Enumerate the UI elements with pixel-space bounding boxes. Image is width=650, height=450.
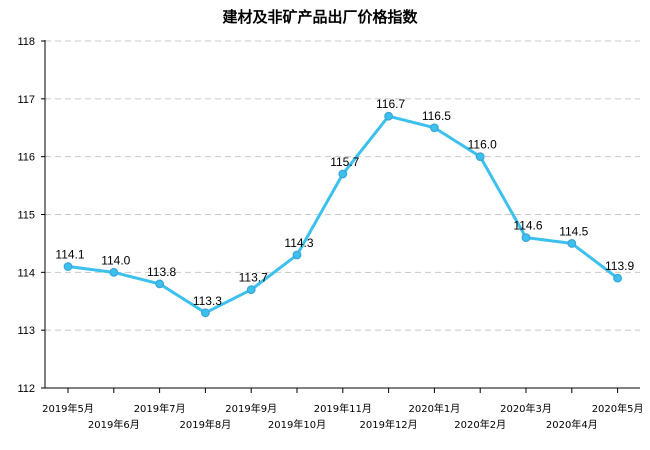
data-point [613,273,622,283]
axes [41,40,640,393]
x-tick-label: 2019年11月 [314,402,372,415]
series [63,111,622,318]
y-tick-label: 118 [17,36,35,48]
data-point [63,262,73,271]
x-tick-label: 2019年9月 [225,402,277,415]
data-label: 114.1 [55,248,84,262]
data-point [155,279,165,289]
chart-title: 建材及非矿产品出厂价格指数 [222,8,418,26]
grid [45,40,640,331]
data-point [384,111,394,121]
data-point [567,239,577,248]
data-label: 116.7 [376,97,405,111]
x-tick-label: 2020年1月 [408,402,460,415]
x-tick-label: 2019年5月 [42,402,94,415]
data-labels: 114.1 114.0 113.8 113.3 113.7 114.3 115.7 116.7… [55,97,634,308]
data-point [246,285,256,295]
y-tick-label: 117 [17,94,35,106]
x-axis-ticks: 2019年5月 2019年6月 2019年7月 2019年8月 2019年9月 2019年… [42,402,643,431]
x-tick-label: 2019年6月 [88,418,140,431]
data-label: 114.3 [284,236,313,250]
data-label: 114.0 [101,253,130,267]
data-label: 113.7 [239,271,268,285]
x-tick-label: 2019年8月 [179,418,231,431]
x-tick-label: 2020年3月 [500,402,552,415]
data-point [475,152,485,162]
data-label: 116.5 [422,109,451,123]
y-tick-label: 112 [17,383,35,395]
data-point [292,250,302,260]
y-axis-ticks: 112 113 114 115 116 117 118 [17,36,35,395]
data-label: 113.9 [605,259,634,273]
x-tick-label: 2020年4月 [546,418,598,431]
x-tick-label: 2020年5月 [592,402,644,415]
data-point [200,308,210,318]
y-tick-label: 115 [17,210,35,222]
data-label: 115.7 [330,155,359,169]
data-label: 113.8 [147,265,176,279]
x-tick-label: 2019年12月 [360,418,418,431]
data-point [521,233,531,243]
data-label: 113.3 [193,294,222,308]
data-point [430,123,439,133]
y-tick-label: 116 [17,152,35,164]
x-tick-label: 2020年2月 [454,418,506,431]
x-tick-label: 2019年10月 [268,418,326,431]
data-point [109,267,119,277]
y-tick-label: 113 [17,325,35,337]
y-tick-label: 114 [17,267,35,279]
data-point [338,169,348,179]
data-label: 116.0 [468,138,497,152]
data-label: 114.6 [513,219,542,233]
x-tick-label: 2019年7月 [134,402,186,415]
data-label: 114.5 [559,224,588,238]
